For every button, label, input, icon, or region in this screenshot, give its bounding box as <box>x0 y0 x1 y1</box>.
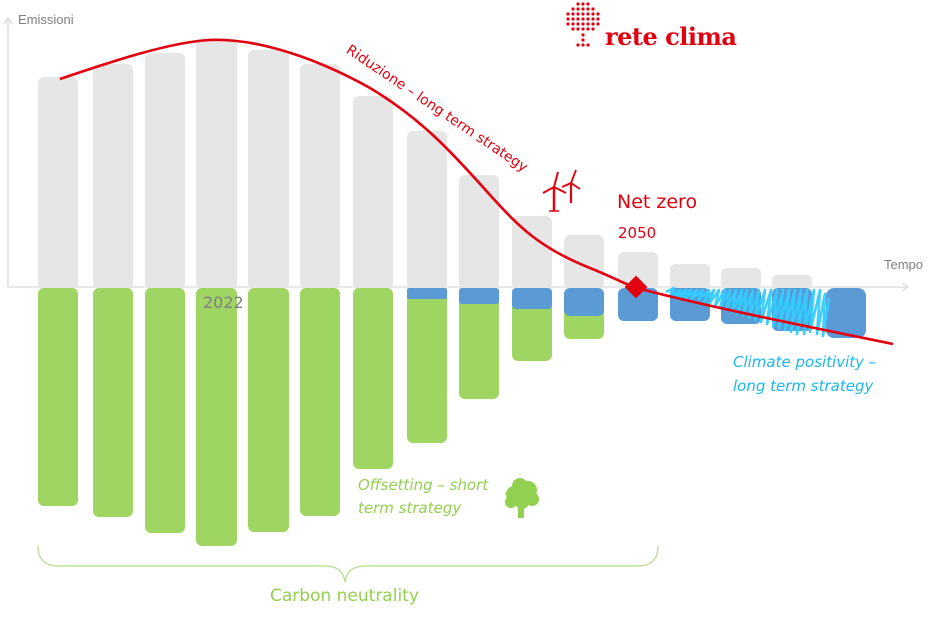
x-axis-label: Tempo <box>884 257 924 272</box>
gross-bar <box>407 131 447 289</box>
y-axis-arrow-icon <box>3 16 13 25</box>
gross-bar <box>38 77 78 289</box>
gross-bar <box>353 96 393 289</box>
reduction-trend-line <box>59 38 894 346</box>
offset-bar <box>145 288 185 533</box>
gross-bar <box>564 235 604 289</box>
net-zero-label: Net zero <box>617 191 698 213</box>
removal-bar <box>826 288 866 338</box>
gross-emission-bars <box>38 38 812 289</box>
offset-bar <box>459 288 499 399</box>
gross-bar <box>772 275 812 289</box>
offset-bar <box>248 288 289 532</box>
offset-bar <box>407 288 447 443</box>
removal-bars <box>407 288 866 338</box>
gross-bar <box>145 53 185 289</box>
tree-icon <box>505 478 539 518</box>
x-axis-arrow-icon <box>901 282 910 292</box>
year-2022-label: 2022 <box>203 293 244 312</box>
gross-bar <box>196 38 237 289</box>
removal-bar <box>618 288 658 321</box>
gross-bar <box>459 175 499 289</box>
gross-bar <box>512 216 552 289</box>
wind-turbine-icon <box>542 169 581 212</box>
net-zero-year-label: 2050 <box>618 224 657 242</box>
offsetting-label-line1: Offsetting – short <box>358 476 489 494</box>
offset-bar <box>300 288 340 516</box>
brand-logo-text: rete clima <box>605 22 737 51</box>
offsetting-label: Offsetting – short term strategy <box>358 474 488 520</box>
gross-bar <box>248 50 289 289</box>
removal-bar <box>459 288 499 304</box>
offset-bar <box>196 288 237 546</box>
removal-bar <box>512 288 552 309</box>
climate-positivity-line1: Climate positivity – <box>733 353 877 371</box>
gross-bar <box>670 264 710 289</box>
net-zero-marker <box>624 275 648 299</box>
removal-bar <box>564 288 604 316</box>
offset-bar <box>93 288 133 517</box>
gross-bar <box>93 64 133 289</box>
y-axis-label: Emissioni <box>18 12 74 27</box>
gross-bar <box>300 64 340 289</box>
gross-bar <box>618 252 658 289</box>
carbon-neutrality-label: Carbon neutrality <box>270 586 419 606</box>
removal-bar <box>407 288 447 299</box>
climate-positivity-line2: long term strategy <box>733 377 874 395</box>
climate-positivity-label: Climate positivity – long term strategy <box>733 350 876 398</box>
tree-dots-logo-icon <box>566 2 600 47</box>
gross-bar <box>721 268 761 289</box>
carbon-neutrality-brace <box>37 545 659 583</box>
offset-bar <box>353 288 393 469</box>
climate-positivity-hatch <box>665 286 831 338</box>
offset-bar <box>38 288 78 506</box>
offsetting-label-line2: term strategy <box>358 499 462 517</box>
